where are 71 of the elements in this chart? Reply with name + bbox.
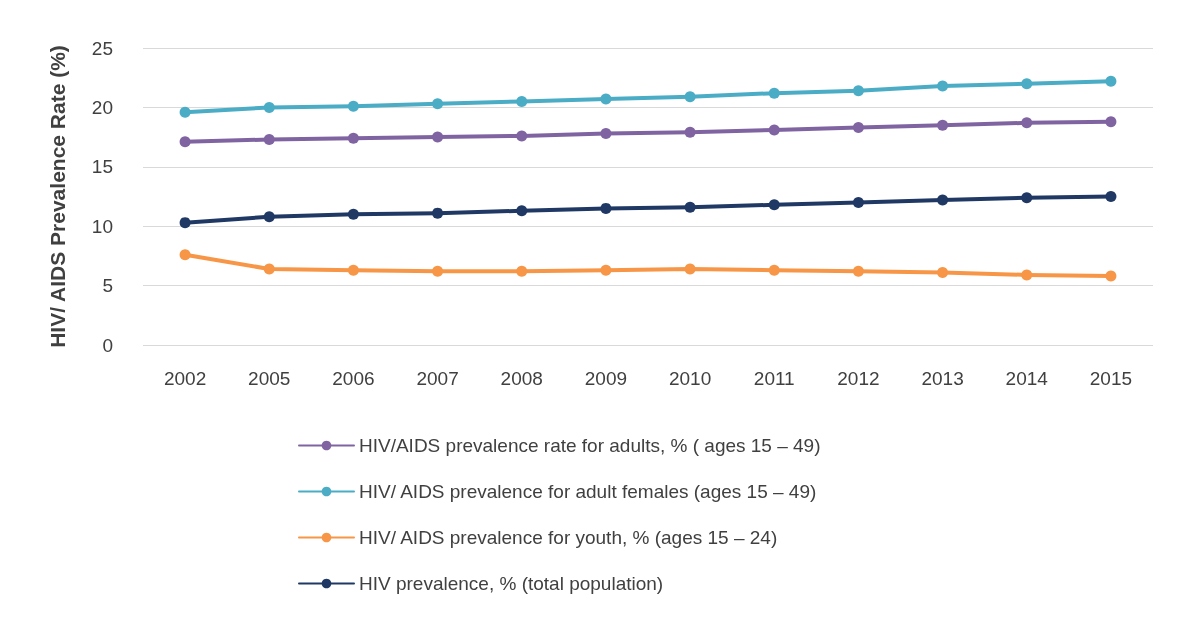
legend-label: HIV/ AIDS prevalence for youth, % (ages 15 – 24) [359, 527, 778, 548]
point [1021, 78, 1033, 90]
point [263, 133, 275, 145]
x-tick-label: 2013 [921, 368, 964, 389]
point [937, 267, 949, 279]
y-axis-title: HIV/ AIDS Prevalence Rate (%) [46, 45, 69, 348]
point [684, 126, 696, 138]
x-tick-label: 2009 [584, 368, 628, 389]
point [516, 265, 528, 277]
point [937, 194, 949, 206]
point [600, 264, 612, 276]
y-tick-label: 0 [102, 334, 113, 356]
point [263, 263, 275, 275]
point [347, 208, 359, 220]
point [1105, 116, 1117, 128]
point [1021, 269, 1033, 281]
y-tick-label: 10 [91, 215, 113, 237]
legend-label: HIV/AIDS prevalence rate for adults, % ( ages 15 – 49) [359, 435, 821, 456]
point [684, 201, 696, 213]
point [1105, 270, 1117, 282]
x-tick-label: 2012 [837, 368, 880, 389]
point [600, 202, 612, 214]
y-tick-label: 15 [91, 156, 113, 178]
x-tick-label: 2008 [500, 368, 543, 389]
point [516, 205, 528, 217]
point [600, 128, 612, 140]
y-tick-label: 20 [91, 96, 113, 118]
x-tick-label: 2006 [332, 368, 375, 389]
point [1105, 75, 1117, 87]
x-tick-label: 2002 [163, 368, 207, 389]
point [432, 131, 444, 143]
x-tick-label: 2005 [248, 368, 291, 389]
legend-label: HIV/ AIDS prevalence for adult females (ages 15 – 49) [359, 481, 817, 502]
point [852, 196, 864, 208]
point [263, 211, 275, 223]
point [937, 80, 949, 92]
legend-label: HIV prevalence, % (total population) [359, 573, 664, 594]
point [179, 136, 191, 148]
point [684, 263, 696, 275]
point [768, 199, 780, 211]
point [432, 207, 444, 219]
x-tick-label: 2014 [1005, 368, 1049, 389]
x-tick-label: 2015 [1089, 368, 1133, 389]
point [852, 265, 864, 277]
point [179, 106, 191, 118]
point [1021, 117, 1033, 129]
point [1021, 192, 1033, 204]
point [347, 132, 359, 144]
point [432, 265, 444, 277]
point [768, 124, 780, 136]
point [600, 93, 612, 105]
point [179, 249, 191, 261]
point [347, 264, 359, 276]
point [937, 119, 949, 131]
point [263, 101, 275, 113]
y-tick-label: 25 [91, 37, 113, 59]
point [516, 95, 528, 107]
x-tick-label: 2011 [753, 368, 795, 389]
point [432, 98, 444, 110]
point [768, 264, 780, 276]
point [347, 100, 359, 112]
point [684, 91, 696, 103]
point [852, 122, 864, 134]
x-tick-label: 2007 [416, 368, 459, 389]
point [852, 85, 864, 97]
point [179, 217, 191, 229]
x-tick-label: 2010 [668, 368, 712, 389]
point [516, 130, 528, 142]
y-tick-label: 5 [102, 275, 113, 297]
point [768, 87, 780, 99]
point [1105, 191, 1117, 202]
